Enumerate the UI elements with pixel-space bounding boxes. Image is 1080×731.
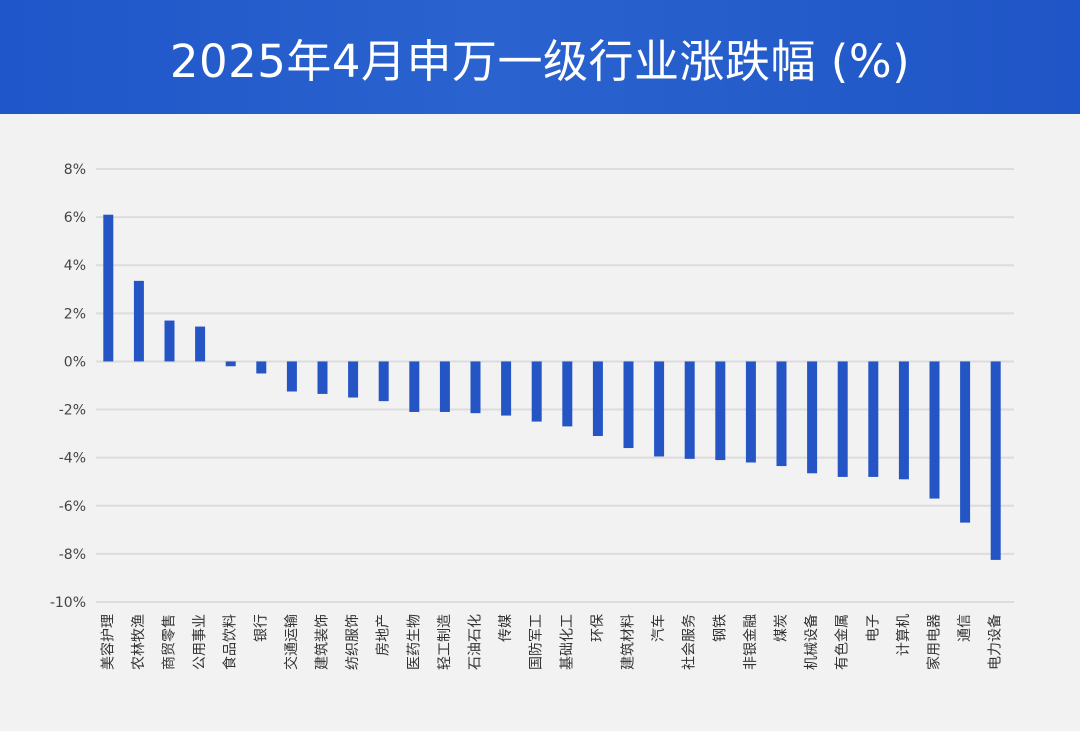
y-tick-label: -6% bbox=[59, 499, 86, 515]
bar bbox=[531, 361, 542, 422]
x-category-label: 通信 bbox=[957, 614, 973, 642]
x-category-label: 国防军工 bbox=[529, 614, 545, 670]
chart-header: 2025年4月申万一级行业涨跌幅 (%) bbox=[0, 0, 1080, 114]
bar bbox=[133, 280, 144, 362]
bar bbox=[654, 361, 665, 457]
bar bbox=[929, 361, 940, 499]
x-category-label: 轻工制造 bbox=[437, 614, 453, 670]
x-category-label: 公用事业 bbox=[192, 614, 208, 670]
x-category-label: 家用电器 bbox=[926, 614, 943, 670]
y-tick-label: -8% bbox=[59, 547, 86, 563]
bar bbox=[225, 361, 236, 367]
x-category-label: 纺织服饰 bbox=[345, 614, 361, 670]
bar bbox=[868, 361, 879, 477]
bar-chart: 8% 6% 4% 2% 0% -2% -4% -6% -8% -10% 美容护理 农林牧渔 商贸零售公… bbox=[50, 162, 1014, 670]
x-category-label: 美容护理 bbox=[99, 614, 116, 670]
x-category-label: 电子 bbox=[865, 614, 881, 642]
x-category-label: 钢铁 bbox=[712, 614, 728, 642]
bar bbox=[103, 214, 114, 362]
bar bbox=[317, 361, 328, 394]
bar bbox=[378, 361, 389, 402]
bar bbox=[715, 361, 726, 461]
bars bbox=[103, 214, 1001, 560]
x-category-label: 食品饮料 bbox=[222, 614, 239, 670]
x-category-label: 医药生物 bbox=[406, 614, 422, 670]
x-category-label: 传媒 bbox=[498, 614, 514, 642]
bar bbox=[562, 361, 573, 427]
x-category-label: 房地产 bbox=[376, 614, 392, 656]
bar bbox=[684, 361, 695, 459]
x-category-label: 银行 bbox=[253, 614, 269, 642]
x-category-label: 电力设备 bbox=[987, 614, 1004, 670]
bar bbox=[837, 361, 848, 477]
x-axis-labels: 美容护理 农林牧渔 商贸零售 公用事业 食品饮料 银行 交通运输 建筑装饰 纺织服饰 房地产 医药生… bbox=[99, 614, 1003, 670]
bar bbox=[745, 361, 756, 463]
y-tick-label: 4% bbox=[64, 258, 86, 274]
grid-lines bbox=[96, 168, 1014, 603]
x-category-label: 农林牧渔 bbox=[131, 614, 147, 670]
y-axis-ticks: 8% 6% 4% 2% 0% -2% -4% -6% -8% -10% bbox=[50, 162, 86, 611]
y-tick-label: -2% bbox=[59, 403, 86, 419]
x-category-label: 环保 bbox=[590, 614, 606, 642]
bar bbox=[501, 361, 512, 416]
bar bbox=[164, 320, 175, 362]
x-category-label: 建筑材料 bbox=[621, 614, 637, 670]
bar bbox=[470, 361, 481, 414]
y-tick-label: 0% bbox=[64, 354, 86, 370]
x-category-label: 商贸零售 bbox=[162, 614, 178, 670]
x-category-label: 煤炭 bbox=[774, 614, 790, 642]
y-tick-label: -4% bbox=[59, 451, 86, 467]
bar bbox=[256, 361, 267, 374]
x-category-label: 汽车 bbox=[650, 614, 667, 642]
bar bbox=[592, 361, 603, 437]
x-category-label: 非银金融 bbox=[743, 614, 759, 670]
y-tick-label: 2% bbox=[64, 306, 86, 322]
bar bbox=[898, 361, 909, 480]
x-category-label: 石油石化 bbox=[468, 614, 484, 670]
bar bbox=[776, 361, 787, 467]
bar bbox=[195, 326, 206, 362]
bar bbox=[286, 361, 297, 392]
x-category-label: 有色金属 bbox=[834, 614, 851, 670]
x-category-label: 交通运输 bbox=[283, 614, 300, 670]
x-category-label: 机械设备 bbox=[803, 614, 820, 670]
bar bbox=[960, 361, 971, 523]
bar bbox=[807, 361, 818, 474]
x-category-label: 社会服务 bbox=[682, 614, 698, 670]
bar bbox=[348, 361, 359, 398]
chart-title: 2025年4月申万一级行业涨跌幅 (%) bbox=[169, 34, 911, 88]
bar bbox=[439, 361, 450, 412]
x-category-label: 建筑装饰 bbox=[315, 614, 331, 670]
y-tick-label: 6% bbox=[64, 210, 86, 226]
x-category-label: 计算机 bbox=[896, 614, 912, 656]
y-tick-label: 8% bbox=[64, 162, 86, 178]
bar bbox=[990, 361, 1001, 560]
bar bbox=[623, 361, 634, 449]
bar bbox=[409, 361, 420, 412]
y-tick-label: -10% bbox=[50, 595, 86, 611]
x-category-label: 基础化工 bbox=[558, 614, 575, 670]
